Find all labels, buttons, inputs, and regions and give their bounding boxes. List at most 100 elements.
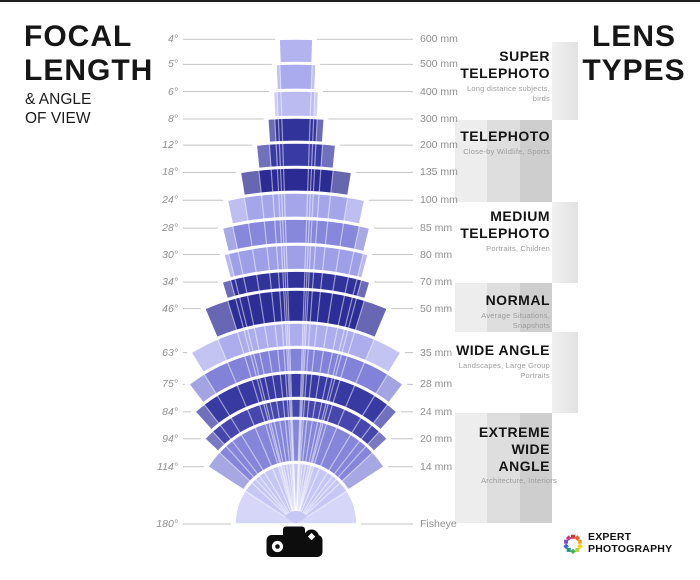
angle-label: 94° — [162, 433, 178, 445]
top-border — [0, 0, 700, 2]
view-angle-ray — [208, 466, 286, 518]
angle-label: 46° — [162, 303, 178, 315]
focal-length-label: 600 mm — [420, 33, 458, 45]
focal-length-label: Fisheye — [420, 518, 457, 530]
lens-section-medium-telephoto: MEDIUM TELEPHOTO Portraits, Children — [455, 202, 578, 283]
view-angle-ray — [195, 412, 288, 515]
section-title: NORMAL — [485, 292, 550, 308]
view-angle-ray — [278, 40, 297, 512]
view-angle-ray — [297, 173, 353, 512]
band-edge-highlight — [234, 490, 296, 524]
band-edge-highlight — [240, 170, 262, 196]
focal-band-600mm — [278, 38, 314, 64]
section-title: SUPER TELEPHOTO — [460, 48, 550, 81]
focal-length-label: 400 mm — [420, 86, 458, 98]
view-angle-ray — [298, 228, 371, 512]
band-edge-highlight — [191, 339, 227, 373]
focal-length-label: 50 mm — [420, 303, 453, 315]
page-subtitle: & ANGLE OF VIEW — [25, 91, 92, 128]
band-edge-highlight — [320, 143, 336, 169]
section-title: WIDE ANGLE — [456, 342, 550, 358]
focal-length-label: 100 mm — [420, 194, 458, 206]
band-edge-highlight — [296, 490, 358, 524]
view-angle-ray — [298, 201, 366, 512]
focal-band-400mm — [272, 90, 320, 118]
view-angle-ray — [300, 309, 388, 513]
focal-band-14mm — [207, 418, 385, 491]
band-edge-highlight — [267, 118, 276, 143]
angle-label: 30° — [162, 249, 178, 261]
view-angle-ray — [189, 384, 289, 515]
band-edge-highlight — [188, 373, 217, 403]
band-edge-highlight — [357, 253, 369, 279]
section-title: EXTREME WIDE ANGLE — [478, 424, 550, 474]
section-subtitle: Landscapes, Large Group Portraits — [458, 360, 550, 380]
angle-label: 63° — [162, 347, 178, 359]
angle-label: 34° — [162, 276, 178, 288]
expert-photography-logo[interactable]: EXPERT PHOTOGRAPHY — [562, 531, 673, 555]
view-angle-ray — [298, 255, 369, 512]
view-angle-ray — [255, 146, 296, 512]
focal-length-label: 80 mm — [420, 249, 453, 261]
band-edge-highlight — [204, 300, 237, 338]
focal-length-label: 300 mm — [420, 113, 458, 125]
view-angle-ray — [190, 353, 290, 514]
focal-length-label: 20 mm — [420, 433, 453, 445]
view-angle-ray — [296, 65, 317, 512]
view-angle-ray — [303, 384, 403, 515]
logo-text: EXPERT PHOTOGRAPHY — [588, 531, 673, 555]
band-edge-highlight — [355, 300, 388, 338]
lens-section-telephoto: TELEPHOTO Close-by Wildlife, Sports — [455, 120, 578, 202]
angle-label: 5° — [167, 58, 178, 70]
view-angle-ray — [204, 438, 287, 516]
view-angle-ray — [204, 309, 292, 513]
band-edge-highlight — [227, 197, 249, 225]
angle-label: 8° — [167, 113, 178, 125]
focal-length-label: 85 mm — [420, 222, 453, 234]
view-angle-ray — [272, 92, 296, 512]
view-angle-ray — [223, 255, 294, 512]
focal-length-label: 35 mm — [420, 347, 453, 359]
band-edge-highlight — [223, 253, 235, 279]
logo-color-wheel-icon — [563, 534, 583, 554]
angle-label: 180° — [156, 518, 178, 530]
focal-length-label: 14 mm — [420, 461, 453, 473]
section-subtitle: Average Situations, Snapshots — [481, 310, 550, 330]
camera-icon — [266, 526, 323, 557]
view-angle-ray — [296, 92, 320, 512]
section-title: MEDIUM TELEPHOTO — [460, 208, 550, 241]
view-angle-ray — [239, 173, 295, 512]
view-angle-ray — [275, 65, 296, 512]
page-title: FOCAL LENGTH — [24, 20, 154, 87]
view-angle-ray — [304, 412, 397, 515]
focal-length-label: 500 mm — [420, 58, 458, 70]
band-edge-highlight — [316, 118, 325, 143]
band-edge-highlight — [375, 373, 404, 403]
lens-section-super-telephoto: SUPER TELEPHOTO Long distance subjects, … — [455, 42, 578, 120]
section-subtitle: Close-by Wildlife, Sports — [463, 146, 550, 156]
focal-length-label: 24 mm — [420, 406, 453, 418]
angle-label: 12° — [162, 139, 178, 151]
view-angle-ray — [267, 119, 296, 512]
band-edge-highlight — [343, 197, 365, 225]
angle-label: 24° — [162, 194, 178, 206]
angle-label: 75° — [162, 378, 178, 390]
section-subtitle: Architecture, Interiors — [481, 476, 557, 486]
focal-band-500mm — [275, 63, 317, 91]
focal-length-label: 200 mm — [420, 139, 458, 151]
view-angle-ray — [226, 201, 294, 512]
lens-section-wide-angle: WIDE ANGLE Landscapes, Large Group Portr… — [455, 332, 578, 413]
band-edge-highlight — [365, 339, 401, 373]
view-angle-ray — [305, 438, 388, 516]
section-subtitle: Portraits, Children — [486, 243, 550, 253]
band-edge-highlight — [207, 452, 251, 490]
band-edge-highlight — [373, 404, 397, 430]
band-edge-highlight — [256, 143, 272, 169]
view-angle-ray — [306, 466, 384, 518]
lens-section-extreme-wide-angle: EXTREME WIDE ANGLE Architecture, Interio… — [455, 413, 578, 523]
band-edge-highlight — [204, 431, 225, 452]
view-angle-ray — [296, 146, 337, 512]
focal-length-label: 70 mm — [420, 276, 453, 288]
